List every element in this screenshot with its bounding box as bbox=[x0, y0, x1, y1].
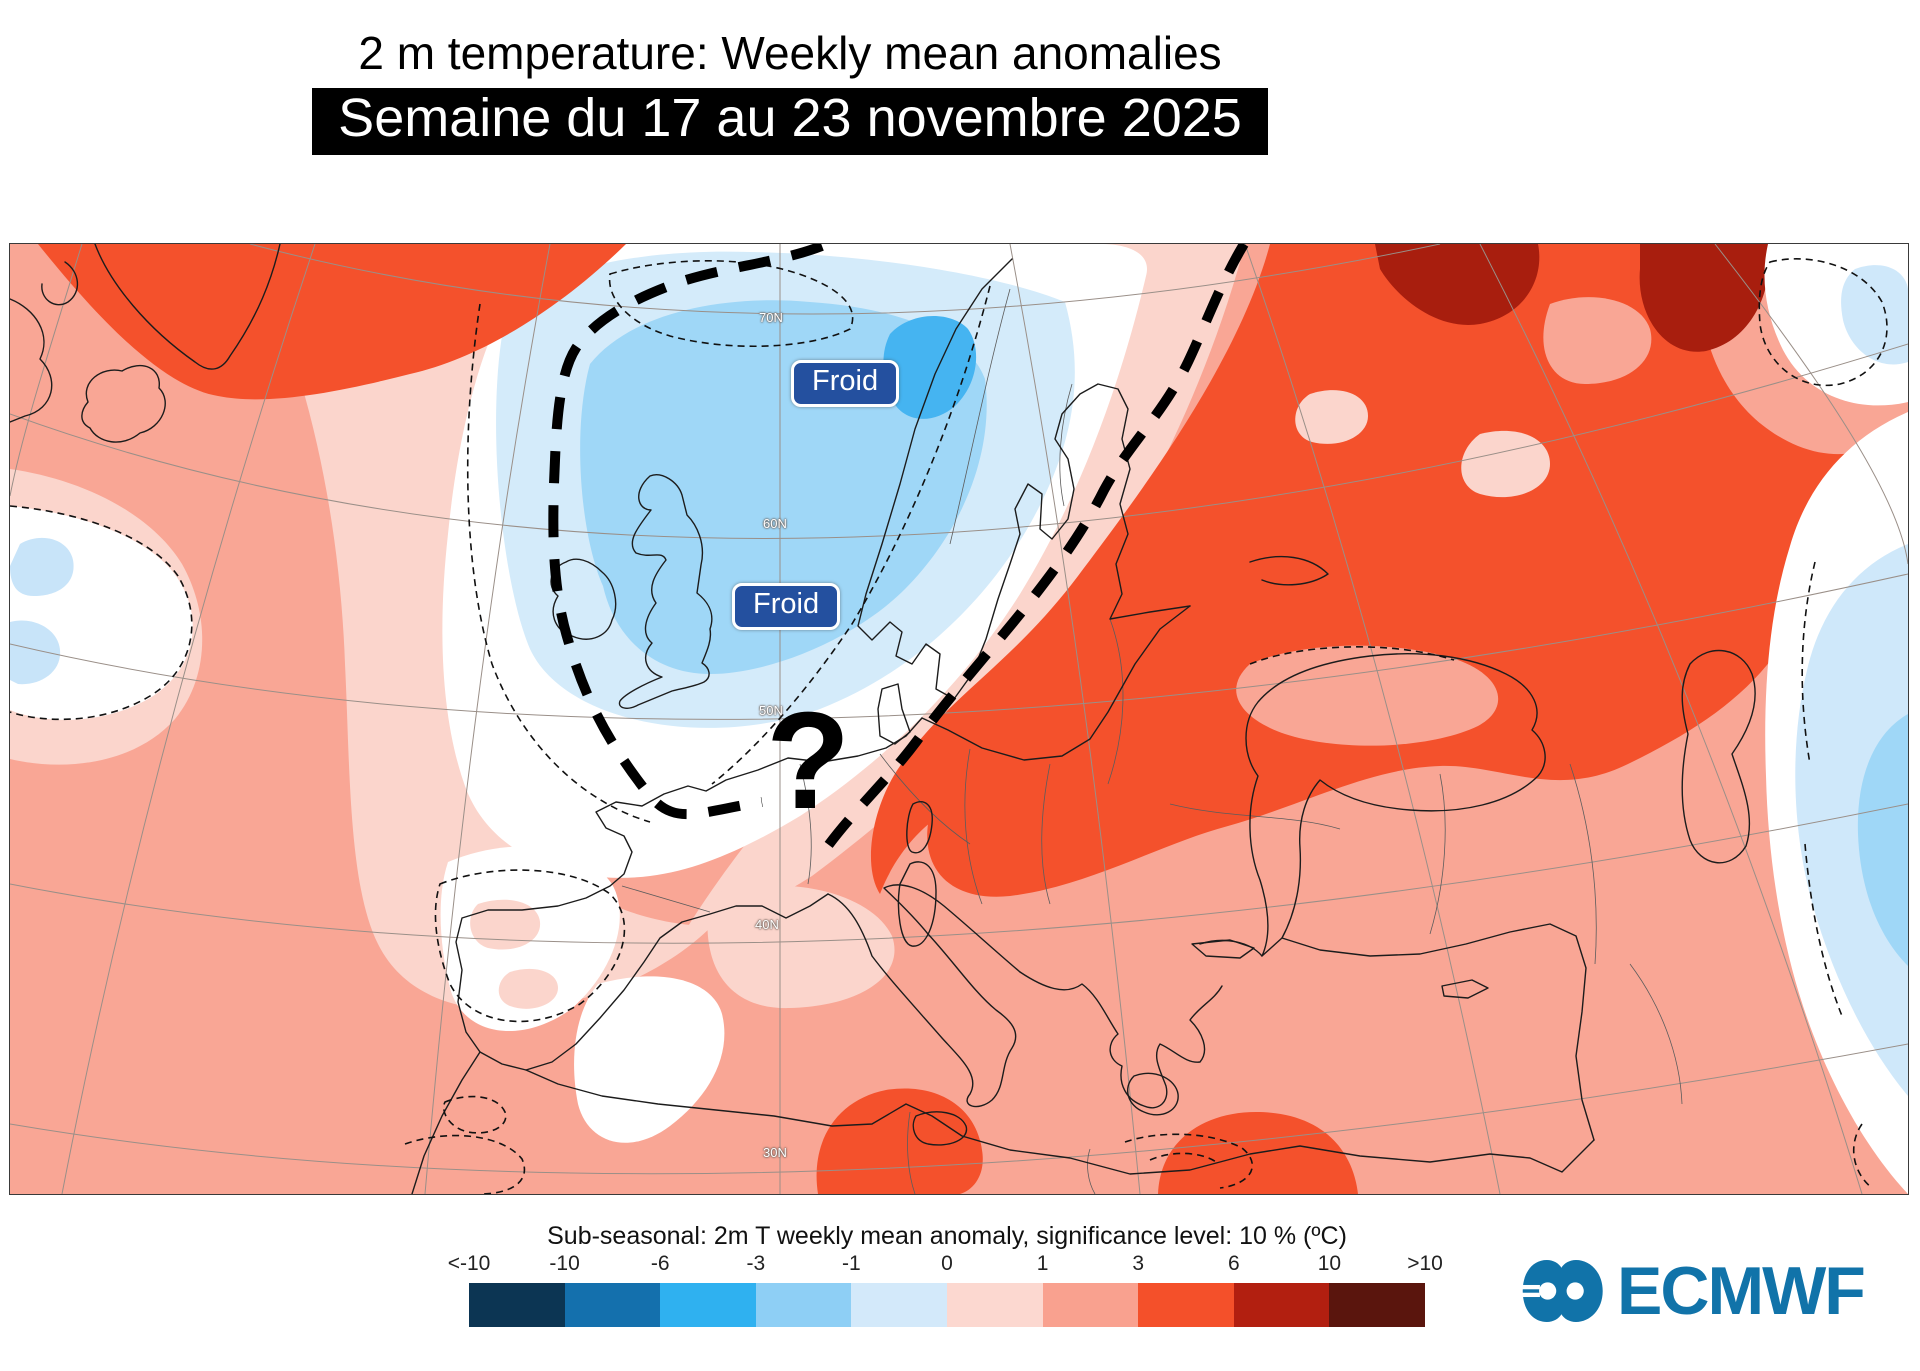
lat-label-40n: 40N bbox=[755, 917, 779, 932]
tick-label: 0 bbox=[941, 1252, 953, 1275]
froid-annotation-uk: Froid bbox=[732, 583, 841, 630]
anomaly-fill-layer bbox=[10, 244, 1908, 1194]
lat-label-30n: 30N bbox=[763, 1145, 787, 1160]
lat-label-60n: 60N bbox=[763, 516, 787, 531]
map-canvas bbox=[10, 244, 1908, 1194]
significance-contour-layer bbox=[10, 258, 1888, 1194]
colorbar-swatch bbox=[1233, 1283, 1330, 1327]
tick-label: -3 bbox=[746, 1252, 766, 1275]
graticule-layer bbox=[10, 244, 1908, 1194]
page-subtitle: Semaine du 17 au 23 novembre 2025 bbox=[312, 88, 1268, 155]
ecmwf-logo-text: ECMWF bbox=[1617, 1253, 1866, 1329]
colorbar-swatch bbox=[946, 1283, 1043, 1327]
annotation-dashed-lines bbox=[548, 244, 1249, 857]
ecmwf-emblem-icon bbox=[1521, 1256, 1603, 1326]
page-title: 2 m temperature: Weekly mean anomalies bbox=[358, 27, 1222, 79]
lat-label-70n: 70N bbox=[759, 310, 783, 325]
tick-label: 10 bbox=[1317, 1252, 1342, 1275]
colorbar-swatch bbox=[755, 1283, 852, 1327]
colorbar-swatch bbox=[564, 1283, 661, 1327]
border-layer bbox=[621, 288, 1683, 1194]
title-block: 2 m temperature: Weekly mean anomalies S… bbox=[0, 0, 1580, 155]
tick-label: -1 bbox=[842, 1252, 861, 1275]
tick-label: <-10 bbox=[447, 1252, 491, 1275]
tick-label: >10 bbox=[1407, 1252, 1443, 1275]
tick-label: 3 bbox=[1132, 1252, 1145, 1275]
anomaly-map: Froid Froid ? 70N 60N 50N 40N 30N bbox=[9, 243, 1909, 1195]
tick-label: -6 bbox=[650, 1252, 670, 1275]
coastline-layer bbox=[10, 244, 1756, 1194]
lat-label-50n: 50N bbox=[759, 703, 783, 718]
colorbar-swatch bbox=[469, 1283, 565, 1327]
question-mark-annotation: ? bbox=[766, 684, 851, 838]
tick-label: 1 bbox=[1036, 1252, 1049, 1275]
colorbar-swatch bbox=[660, 1283, 756, 1327]
colorbar bbox=[469, 1283, 1425, 1327]
froid-annotation-north: Froid bbox=[791, 360, 900, 407]
colorbar-swatch bbox=[1329, 1283, 1425, 1327]
colorbar-swatch bbox=[851, 1283, 947, 1327]
colorbar-tick-labels: <-10 -10 -6 -3 -1 0 1 3 6 10 >10 bbox=[448, 1252, 1443, 1278]
colorbar-swatch bbox=[1138, 1283, 1234, 1327]
tick-label: -10 bbox=[549, 1252, 580, 1275]
colorbar-swatch bbox=[1042, 1283, 1139, 1327]
tick-label: 6 bbox=[1227, 1252, 1240, 1275]
legend-title: Sub-seasonal: 2m T weekly mean anomaly, … bbox=[547, 1222, 1347, 1250]
ecmwf-logo: ECMWF bbox=[1521, 1253, 1866, 1329]
